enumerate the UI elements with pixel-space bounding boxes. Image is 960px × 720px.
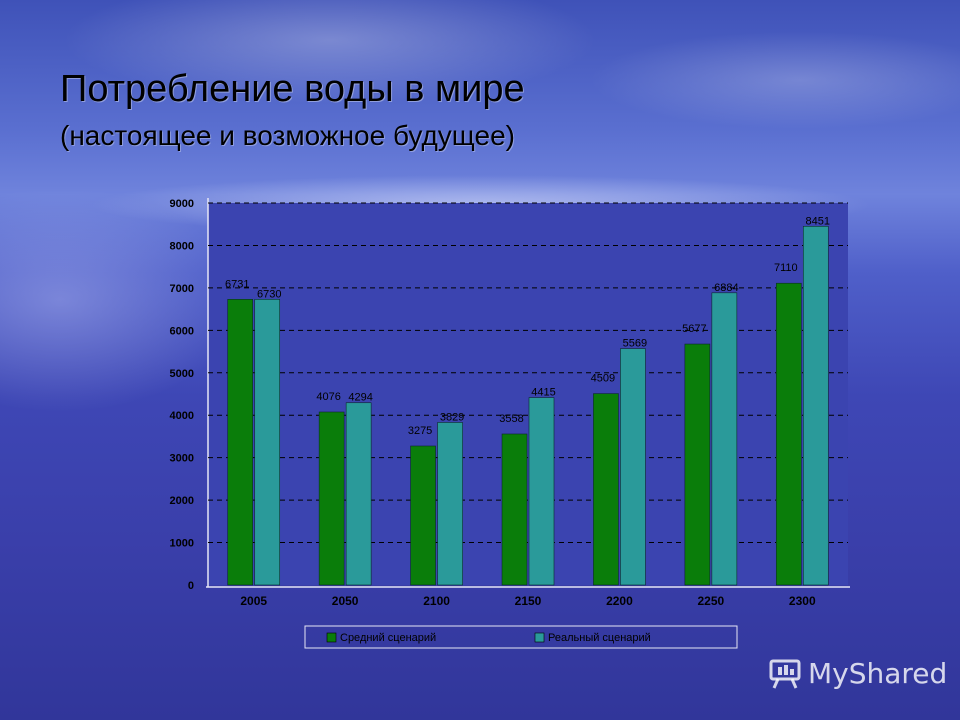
x-tick-label: 2100 [423, 594, 450, 608]
y-tick-label: 1000 [170, 538, 194, 550]
bar [227, 299, 254, 586]
y-tick-label: 7000 [170, 283, 194, 295]
legend-box [304, 625, 738, 649]
data-label: 7110 [774, 262, 798, 274]
data-label: 5677 [682, 323, 706, 335]
y-tick-label: 0 [188, 580, 194, 592]
data-label: 3829 [440, 411, 464, 423]
x-tick-label: 2300 [789, 594, 816, 608]
x-tick-label: 2050 [332, 594, 359, 608]
slide-subtitle: (настоящее и возможное будущее) [60, 120, 515, 151]
bar [345, 402, 372, 586]
bar [593, 393, 619, 586]
data-label: 3275 [408, 425, 432, 437]
data-label: 8451 [806, 215, 830, 227]
x-tick-label: 2250 [698, 594, 725, 608]
bar [437, 422, 463, 586]
bar [501, 433, 528, 586]
bar [528, 397, 555, 586]
bar [318, 411, 345, 586]
y-tick-label: 3000 [170, 453, 194, 465]
bar [684, 343, 711, 586]
x-tick-label: 2005 [240, 594, 267, 608]
chart-area: 0 1000 2000 3000 4000 5000 6000 7000 8000 9000 673… [140, 190, 860, 660]
y-tick-label: 2000 [170, 495, 194, 507]
watermark-text: MyShared [808, 656, 948, 690]
data-label: 5569 [623, 338, 647, 350]
bar [410, 445, 436, 586]
data-label: 4294 [348, 392, 372, 404]
data-label: 6731 [225, 278, 249, 290]
bar [620, 348, 646, 586]
legend-label: Средний сценарий [340, 632, 436, 644]
data-label: 6730 [257, 288, 281, 300]
bar [711, 292, 738, 586]
y-tick-label: 6000 [170, 325, 194, 337]
legend-label: Реальный сценарий [548, 632, 651, 644]
x-tick-label: 2200 [606, 594, 633, 608]
y-tick-label: 9000 [170, 198, 194, 210]
watermark: MyShared [768, 656, 947, 690]
y-tick-label: 5000 [170, 368, 194, 380]
x-tick-label: 2150 [515, 594, 542, 608]
plot-area [208, 203, 848, 585]
data-label: 6884 [714, 282, 738, 294]
y-tick-label: 4000 [170, 410, 194, 422]
bar [775, 282, 802, 586]
data-label: 3558 [499, 413, 523, 425]
data-label: 4509 [591, 373, 615, 385]
slide-title: Потребление воды в мире [60, 68, 525, 110]
legend-swatch [534, 632, 545, 643]
y-tick-label: 8000 [170, 240, 194, 252]
bar [254, 299, 281, 586]
bar-chart: 0 1000 2000 3000 4000 5000 6000 7000 8000 9000 673… [170, 198, 850, 649]
presentation-board-icon [769, 659, 801, 689]
bar [802, 226, 829, 586]
data-label: 4415 [531, 387, 555, 399]
data-label: 4076 [316, 391, 340, 403]
legend-swatch [326, 632, 337, 643]
